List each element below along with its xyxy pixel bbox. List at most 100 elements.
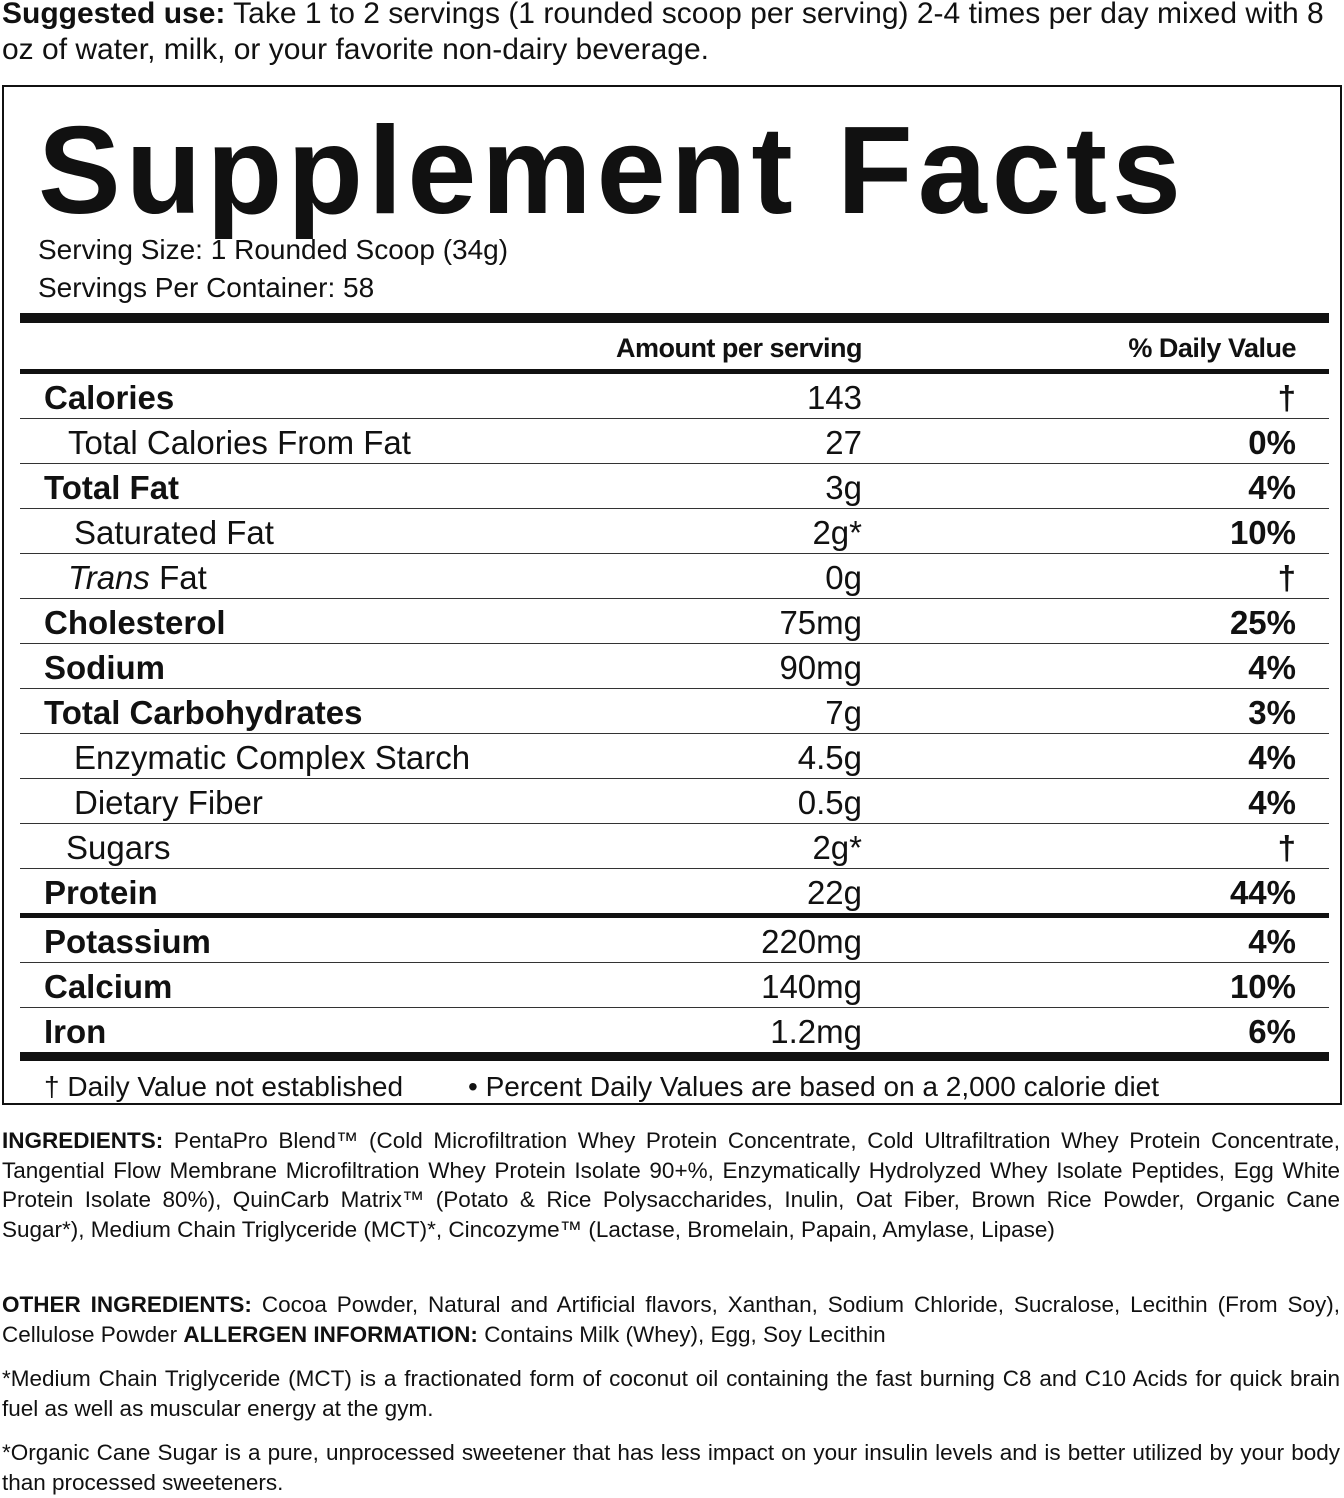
name-text: Fat — [159, 559, 207, 596]
nutrient-name: Dietary Fiber — [74, 784, 263, 822]
nutrient-name: Total Fat — [44, 469, 179, 507]
amount: 2g* — [812, 829, 862, 866]
amount: 90mg — [779, 649, 862, 686]
name-text: Iron — [44, 1013, 107, 1050]
text: Take 1 to 2 servings (1 rounded scoop pe… — [2, 0, 1324, 66]
footnote: † Daily Value not established — [44, 1071, 404, 1102]
daily-value: 25% — [1229, 604, 1296, 641]
note: *Organic Cane Sugar is a pure, unprocess… — [2, 1440, 1340, 1495]
nutrient-row: Dietary Fiber 0.5g 4% — [20, 779, 1329, 824]
name-text: Total Carbohydrates — [44, 694, 363, 731]
amount: 22g — [806, 874, 862, 911]
nutrient-name: Potassium — [44, 923, 211, 961]
amount-header: Amount per serving — [615, 333, 863, 363]
name-text: Cholesterol — [44, 604, 226, 641]
daily-value: 4% — [1248, 784, 1296, 821]
daily-value: † — [1277, 379, 1296, 416]
daily-value: 10% — [1229, 968, 1296, 1005]
italic: Trans — [68, 559, 150, 596]
serving-size: Serving Size: 1 Rounded Scoop (34g) — [38, 234, 509, 265]
nutrient-name: Total Carbohydrates — [44, 694, 362, 732]
nutrient-name: Sugars — [66, 829, 171, 867]
nutrient-row: Potassium 220mg 4% — [20, 918, 1329, 963]
nutrient-name: Calcium — [44, 968, 172, 1006]
nutrient-name: Cholesterol — [44, 604, 226, 642]
amount: 75mg — [779, 604, 862, 641]
nutrient-name: Sodium — [44, 649, 165, 687]
header: Amount per serving % Daily Value — [20, 323, 1329, 374]
name-text: Total Fat — [44, 469, 180, 506]
amount: 4.5g — [797, 739, 862, 776]
nutrient-name: Trans Fat — [68, 559, 207, 597]
nutrient-row: Calcium 140mg 10% — [20, 963, 1329, 1008]
daily-value: 4% — [1248, 923, 1296, 960]
name-text: Saturated Fat — [74, 514, 274, 551]
amount: 140mg — [761, 968, 862, 1005]
nutrient-row: Sugars 2g* † — [20, 824, 1329, 869]
nutrient-row: Calories 143 † — [20, 374, 1329, 419]
name-text: Calories — [44, 379, 175, 416]
daily-value: † — [1277, 829, 1296, 866]
daily-value: 4% — [1248, 649, 1296, 686]
footnote: • Percent Daily Values are based on a 2,… — [468, 1071, 1160, 1102]
amount: 3g — [825, 469, 862, 506]
daily-value: † — [1277, 559, 1296, 596]
nutrient-row: Iron 1.2mg 6% — [20, 1008, 1329, 1052]
servings-per-container: Servings Per Container: 58 — [38, 272, 375, 303]
name-text: Calcium — [44, 968, 173, 1005]
daily-value: 0% — [1248, 424, 1296, 461]
allergen-label: ALLERGEN INFORMATION: — [183, 1321, 478, 1347]
name-text: Protein — [44, 874, 158, 911]
nutrient-row: Protein 22g 44% — [20, 869, 1329, 918]
nutrient-row: Total Carbohydrates 7g 3% — [20, 689, 1329, 734]
nutrient-name: Enzymatic Complex Starch — [74, 739, 470, 777]
footnotes: † Daily Value not established • Percent … — [20, 1061, 1329, 1102]
label: Suggested use: — [2, 0, 226, 30]
daily-value: 10% — [1229, 514, 1296, 551]
label: INGREDIENTS: — [2, 1128, 164, 1153]
amount: 0g — [825, 559, 862, 596]
supplement-facts: Supplement Facts Serving Size: 1 Rounded… — [2, 85, 1342, 1105]
facts-table: Amount per serving % Daily Value Calorie… — [20, 313, 1329, 1102]
text: Cocoa Powder, Natural and Artificial fla… — [2, 1292, 1340, 1347]
amount: 7g — [825, 694, 862, 731]
nutrient-name: Calories — [44, 379, 174, 417]
nutrient-row: Sodium 90mg 4% — [20, 644, 1329, 689]
rule — [20, 1052, 1329, 1061]
daily-value: 3% — [1248, 694, 1296, 731]
amount: 27 — [825, 424, 862, 461]
ingredients: INGREDIENTS: PentaPro Blend™ (Cold Micro… — [2, 1126, 1340, 1244]
name-text: Sodium — [44, 649, 165, 686]
amount: 1.2mg — [770, 1013, 862, 1050]
nutrient-name: Protein — [44, 874, 158, 912]
daily-value: 6% — [1248, 1013, 1296, 1050]
nutrient-row: Total Fat 3g 4% — [20, 464, 1329, 509]
title: Supplement Facts — [38, 102, 1186, 240]
nutrient-row: Enzymatic Complex Starch 4.5g 4% — [20, 734, 1329, 779]
name-text: Sugars — [66, 829, 171, 866]
amount: 143 — [806, 379, 862, 416]
amount: 220mg — [761, 923, 862, 960]
name-text: Total Calories From Fat — [68, 424, 411, 461]
name-text: Dietary Fiber — [74, 784, 263, 821]
nutrient-name: Iron — [44, 1013, 106, 1051]
text: PentaPro Blend™ (Cold Microfiltration Wh… — [2, 1128, 1340, 1242]
daily-value: 4% — [1248, 739, 1296, 776]
daily-value: 4% — [1248, 469, 1296, 506]
note: *Medium Chain Triglyceride (MCT) is a fr… — [2, 1366, 1340, 1421]
label: OTHER INGREDIENTS: — [2, 1292, 252, 1317]
amount: 0.5g — [797, 784, 862, 821]
nutrient-row: Total Calories From Fat 27 0% — [20, 419, 1329, 464]
name-text: Potassium — [44, 923, 211, 960]
nutrient-name: Total Calories From Fat — [68, 424, 411, 462]
daily-value: 44% — [1229, 874, 1296, 911]
amount: 2g* — [812, 514, 862, 551]
other-ingredients: OTHER INGREDIENTS: Cocoa Powder, Natural… — [2, 1290, 1340, 1349]
nutrient-name: Saturated Fat — [74, 514, 274, 552]
nutrient-row: Cholesterol 75mg 25% — [20, 599, 1329, 644]
nutrient-row: Trans Fat 0g † — [20, 554, 1329, 599]
rule — [20, 313, 1329, 323]
suggested-use: Suggested use: Take 1 to 2 servings (1 r… — [2, 0, 1332, 68]
name-text: Enzymatic Complex Starch — [74, 739, 471, 776]
